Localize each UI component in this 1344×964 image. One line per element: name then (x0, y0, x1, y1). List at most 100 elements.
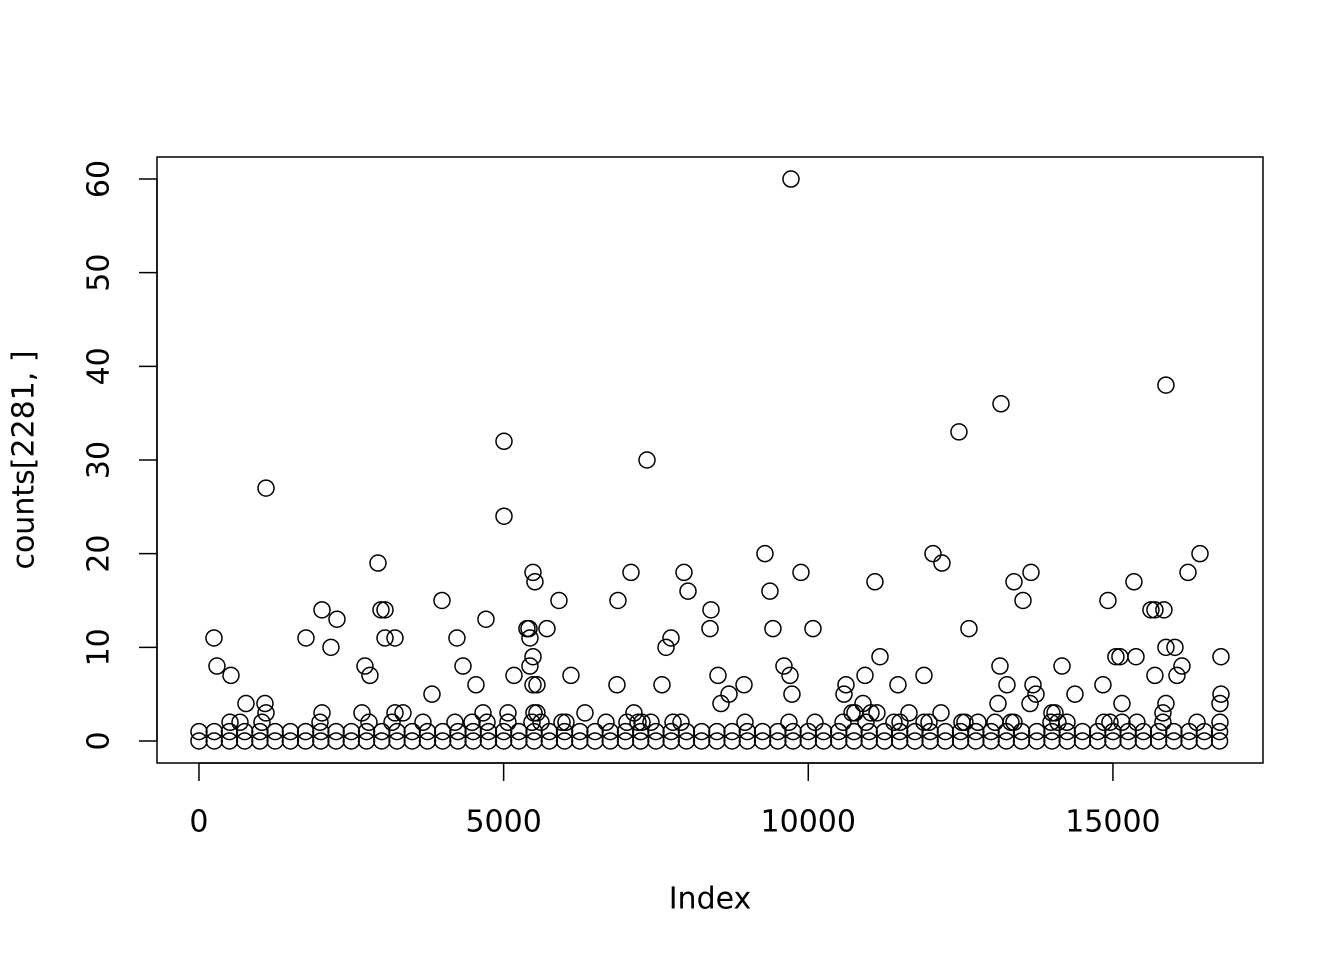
point (1049, 713, 1067, 732)
point (769, 722, 787, 741)
point (875, 722, 894, 741)
point (576, 704, 594, 722)
point (633, 713, 651, 732)
point (586, 732, 604, 750)
x-tick-label: 5000 (465, 805, 541, 840)
point (1088, 722, 1107, 741)
point (327, 732, 345, 750)
point (845, 732, 863, 750)
point (190, 722, 208, 741)
point (357, 732, 376, 750)
point (571, 732, 589, 750)
point (221, 713, 239, 732)
point (906, 732, 924, 750)
point (1066, 685, 1084, 703)
point (638, 451, 656, 469)
point (528, 676, 546, 694)
point (297, 629, 315, 647)
point (601, 722, 620, 741)
point (1128, 713, 1146, 732)
point (756, 544, 774, 563)
point (618, 713, 636, 732)
point (701, 619, 719, 638)
point (890, 722, 909, 741)
point (781, 666, 799, 685)
y-axis-label: counts[2281, ] (7, 350, 42, 569)
point (989, 694, 1007, 713)
point (799, 722, 818, 741)
point (360, 713, 378, 732)
point (1154, 713, 1172, 732)
point (357, 722, 376, 741)
point (1104, 722, 1122, 741)
point (932, 704, 950, 722)
point (205, 629, 223, 647)
point (449, 722, 467, 741)
point (532, 713, 550, 732)
point (834, 713, 852, 732)
point (672, 713, 690, 732)
point (933, 554, 951, 572)
point (494, 722, 513, 741)
point (562, 666, 580, 685)
point (1073, 732, 1092, 750)
point (814, 722, 833, 741)
point (361, 666, 379, 685)
point (1212, 647, 1230, 666)
point (992, 395, 1010, 413)
point (376, 601, 394, 619)
point (281, 732, 300, 750)
point (915, 713, 933, 732)
point (1127, 647, 1145, 666)
point (998, 676, 1016, 694)
point (467, 676, 485, 694)
point (449, 732, 467, 750)
point (677, 732, 696, 750)
point (857, 713, 875, 732)
point (1119, 732, 1137, 750)
point (403, 722, 421, 741)
point (889, 676, 907, 694)
point (1042, 713, 1060, 732)
point (235, 732, 254, 750)
point (720, 685, 738, 703)
point (1168, 666, 1186, 685)
point (738, 732, 757, 750)
point (342, 722, 361, 741)
point (709, 666, 727, 685)
point (1212, 685, 1230, 703)
point (190, 732, 208, 750)
point (702, 601, 720, 619)
point (386, 629, 404, 647)
point (356, 657, 374, 675)
point (1146, 601, 1164, 619)
point (622, 563, 640, 582)
point (1211, 694, 1229, 713)
point (237, 694, 255, 713)
point (403, 732, 421, 750)
point (524, 676, 542, 694)
x-tick-label: 10000 (761, 805, 856, 840)
point (373, 732, 391, 750)
point (868, 704, 886, 722)
point (982, 722, 1000, 741)
point (208, 657, 226, 675)
point (677, 722, 696, 741)
point (921, 732, 939, 750)
point (369, 554, 387, 572)
point (1195, 732, 1214, 750)
point (761, 582, 779, 600)
point (220, 732, 239, 750)
point (854, 694, 872, 713)
point (433, 732, 452, 750)
y-tick-label: 0 (82, 731, 117, 750)
point (1191, 544, 1209, 563)
point (1179, 563, 1197, 582)
point (1157, 694, 1175, 713)
point (464, 732, 482, 750)
y-tick-label: 10 (82, 628, 117, 666)
point (1113, 694, 1131, 713)
point (474, 704, 492, 722)
point (647, 722, 665, 741)
point (653, 676, 671, 694)
